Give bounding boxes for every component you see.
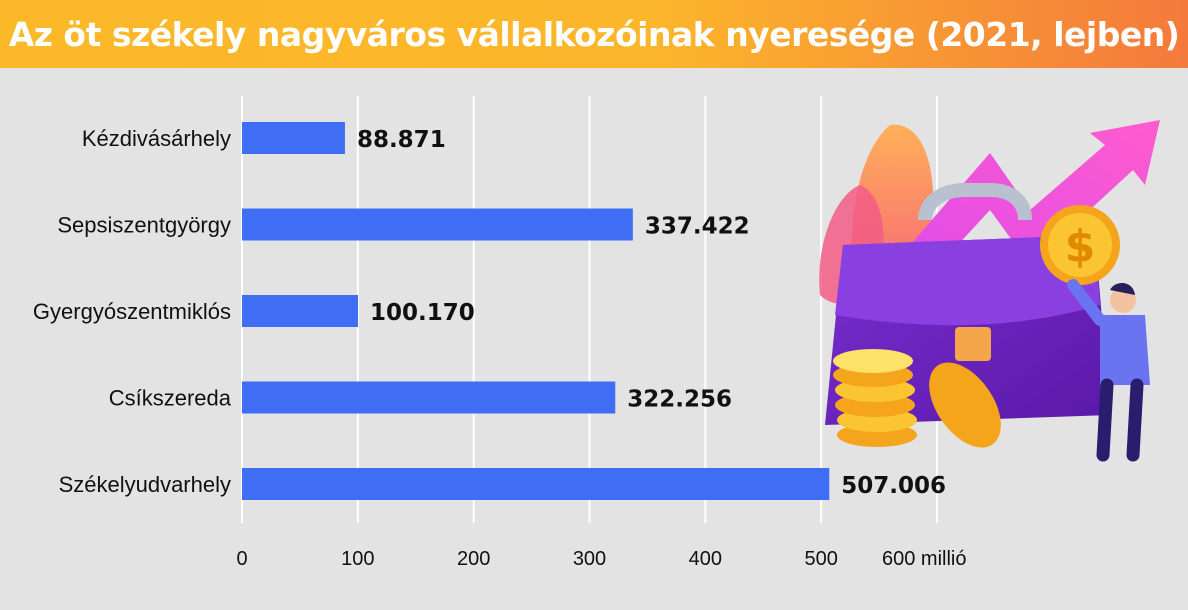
growth-arrow-icon (910, 120, 1160, 275)
x-tick-label: 200 (457, 548, 490, 570)
value-label: 100.170 (370, 300, 475, 326)
category-label: Sepsiszentgyörgy (57, 213, 231, 238)
bar (242, 295, 359, 327)
x-tick-label: 400 (689, 548, 722, 570)
x-tick-label: 600 millió (882, 548, 966, 570)
value-label: 337.422 (645, 214, 750, 240)
business-growth-illustration: $ (819, 120, 1160, 462)
value-label: 322.256 (627, 387, 732, 413)
title-bar: Az öt székely nagyváros vállalkozóinak n… (0, 0, 1188, 68)
person-icon (1067, 279, 1150, 462)
bar (242, 381, 616, 414)
grid-lines (241, 96, 938, 523)
category-label: Csíkszereda (109, 386, 232, 411)
category-label: Kézdivásárhely (82, 126, 231, 151)
x-tick-label: 300 (573, 548, 606, 570)
x-tick-label: 0 (236, 548, 247, 570)
x-tick-label: 100 (341, 548, 374, 570)
x-tick-label: 500 (804, 548, 837, 570)
value-label: 88.871 (357, 127, 446, 153)
bar (242, 208, 633, 241)
coin-stack-icon (833, 349, 1001, 448)
category-label: Gyergyószentmiklós (33, 299, 231, 324)
svg-text:$: $ (1065, 221, 1096, 272)
bar (242, 468, 830, 500)
chart-title: Az öt székely nagyváros vállalkozóinak n… (8, 14, 1180, 54)
dollar-coin-icon: $ (1040, 205, 1120, 285)
bar-chart: 0 100 200 300 400 500 600 millió Kézdivásárhely… (33, 96, 967, 570)
labels: 0 100 200 300 400 500 600 millió Kézdivásárhely… (33, 126, 967, 570)
bar (242, 122, 345, 154)
category-label: Székelyudvarhely (59, 472, 231, 497)
value-label: 507.006 (841, 473, 946, 499)
bars (242, 122, 830, 500)
